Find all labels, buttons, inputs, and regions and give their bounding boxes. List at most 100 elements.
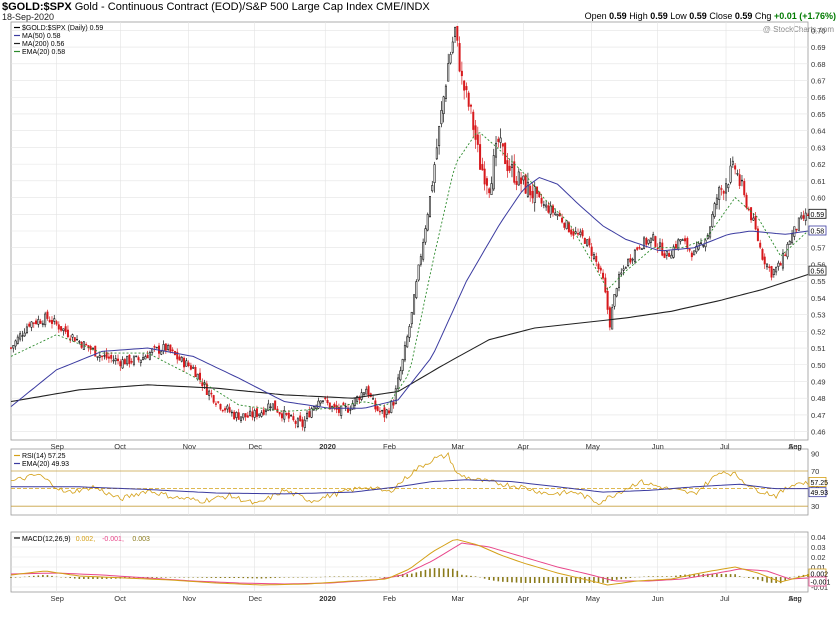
candle-body xyxy=(711,214,714,228)
macd-y-tick: 0.04 xyxy=(811,533,826,542)
ema20-line xyxy=(10,132,809,413)
histogram-bar xyxy=(301,577,304,578)
rsi-y-tick: 30 xyxy=(811,502,819,511)
candle-body xyxy=(21,335,24,337)
candle-body xyxy=(296,418,299,427)
candle-body xyxy=(467,92,470,107)
candle-body xyxy=(743,181,746,196)
candle-body xyxy=(237,412,240,420)
histogram-bar xyxy=(602,577,604,583)
candle-body xyxy=(465,86,468,91)
histogram-bar xyxy=(779,577,782,584)
candle-body xyxy=(262,409,265,415)
histogram-bar xyxy=(470,575,472,577)
candle-body xyxy=(308,411,311,418)
x-label: Mar xyxy=(451,442,464,451)
candle-body xyxy=(611,307,614,330)
x-label: May xyxy=(586,442,600,451)
candle-body xyxy=(640,248,643,250)
histogram-bar xyxy=(187,577,190,578)
histogram-bar xyxy=(251,577,254,579)
histogram-bar xyxy=(224,577,226,578)
histogram-bar xyxy=(215,577,217,578)
candle-body xyxy=(376,406,379,411)
candle-body xyxy=(633,249,636,262)
histogram-bar xyxy=(593,577,595,583)
histogram-bar xyxy=(342,576,345,577)
y-tick-label: 0.70 xyxy=(811,26,826,35)
candle-body xyxy=(715,197,718,205)
candle-body xyxy=(189,365,192,370)
candle-body xyxy=(117,358,120,362)
candle-body xyxy=(280,413,283,419)
candle-body xyxy=(517,171,520,186)
candle-body xyxy=(802,215,805,219)
chg-value: +0.01 (+1.76%) xyxy=(773,11,836,21)
candle-body xyxy=(333,403,336,408)
histogram-bar xyxy=(538,577,541,583)
candle-body xyxy=(428,196,432,217)
candle-body xyxy=(155,346,158,349)
candle-body xyxy=(454,27,457,37)
histogram-bar xyxy=(51,575,53,577)
histogram-bar xyxy=(515,577,518,583)
histogram-bar xyxy=(461,574,463,577)
candle-body xyxy=(103,355,106,357)
histogram-bar xyxy=(629,577,632,578)
candle-body xyxy=(784,254,787,257)
rsi-tag: 57.25 xyxy=(811,480,829,487)
price-legend-2: MA(50) 0.58 xyxy=(22,33,61,40)
candle-body xyxy=(69,338,72,340)
macd-y-tick: -0.01 xyxy=(811,583,828,592)
macd-y-tick: 0.03 xyxy=(811,543,826,552)
candle-body xyxy=(551,205,554,213)
candle-body xyxy=(538,191,541,198)
candle-body xyxy=(542,204,545,206)
candle-body xyxy=(180,356,183,362)
candle-body xyxy=(365,388,368,395)
candle-body xyxy=(586,239,589,247)
candle-body xyxy=(602,272,605,279)
candle-body xyxy=(709,226,712,238)
candle-body xyxy=(658,242,661,247)
histogram-bar xyxy=(128,577,131,579)
x-label: May xyxy=(586,594,600,603)
candle-body xyxy=(64,326,67,333)
candle-body xyxy=(458,43,461,72)
candle-body xyxy=(403,345,406,361)
candle-body xyxy=(424,228,427,243)
candle-body xyxy=(278,412,281,415)
macd-legend-4: 0.003 xyxy=(132,536,150,543)
candle-body xyxy=(214,403,217,405)
candle-body xyxy=(788,240,791,245)
candle-body xyxy=(164,343,167,351)
y-tick-label: 0.49 xyxy=(811,377,826,386)
histogram-bar xyxy=(283,577,286,578)
candle-body xyxy=(426,214,429,231)
candle-body xyxy=(55,321,58,325)
histogram-bar xyxy=(652,576,654,577)
candle-body xyxy=(768,266,771,269)
macd-y-tick: 0.02 xyxy=(811,553,826,562)
histogram-bar xyxy=(297,577,299,578)
candle-body xyxy=(401,359,404,371)
candle-body xyxy=(444,85,447,99)
candle-body xyxy=(417,264,420,281)
candle-body xyxy=(513,161,516,183)
candle-body xyxy=(706,234,709,240)
histogram-bar xyxy=(165,577,167,578)
candle-body xyxy=(356,396,359,402)
x-label: 2020 xyxy=(319,594,336,603)
candle-body xyxy=(399,370,402,381)
candle-body xyxy=(508,165,511,171)
y-tick-label: 0.69 xyxy=(811,43,826,52)
histogram-bar xyxy=(151,577,153,578)
candle-body xyxy=(727,184,730,189)
ma200-tag-box xyxy=(808,265,827,276)
histogram-bar xyxy=(770,577,773,583)
candle-body xyxy=(378,410,381,413)
histogram-bar xyxy=(520,577,522,583)
price-tag-box xyxy=(808,208,827,219)
candle-body xyxy=(196,373,199,380)
candle-body xyxy=(48,319,51,323)
